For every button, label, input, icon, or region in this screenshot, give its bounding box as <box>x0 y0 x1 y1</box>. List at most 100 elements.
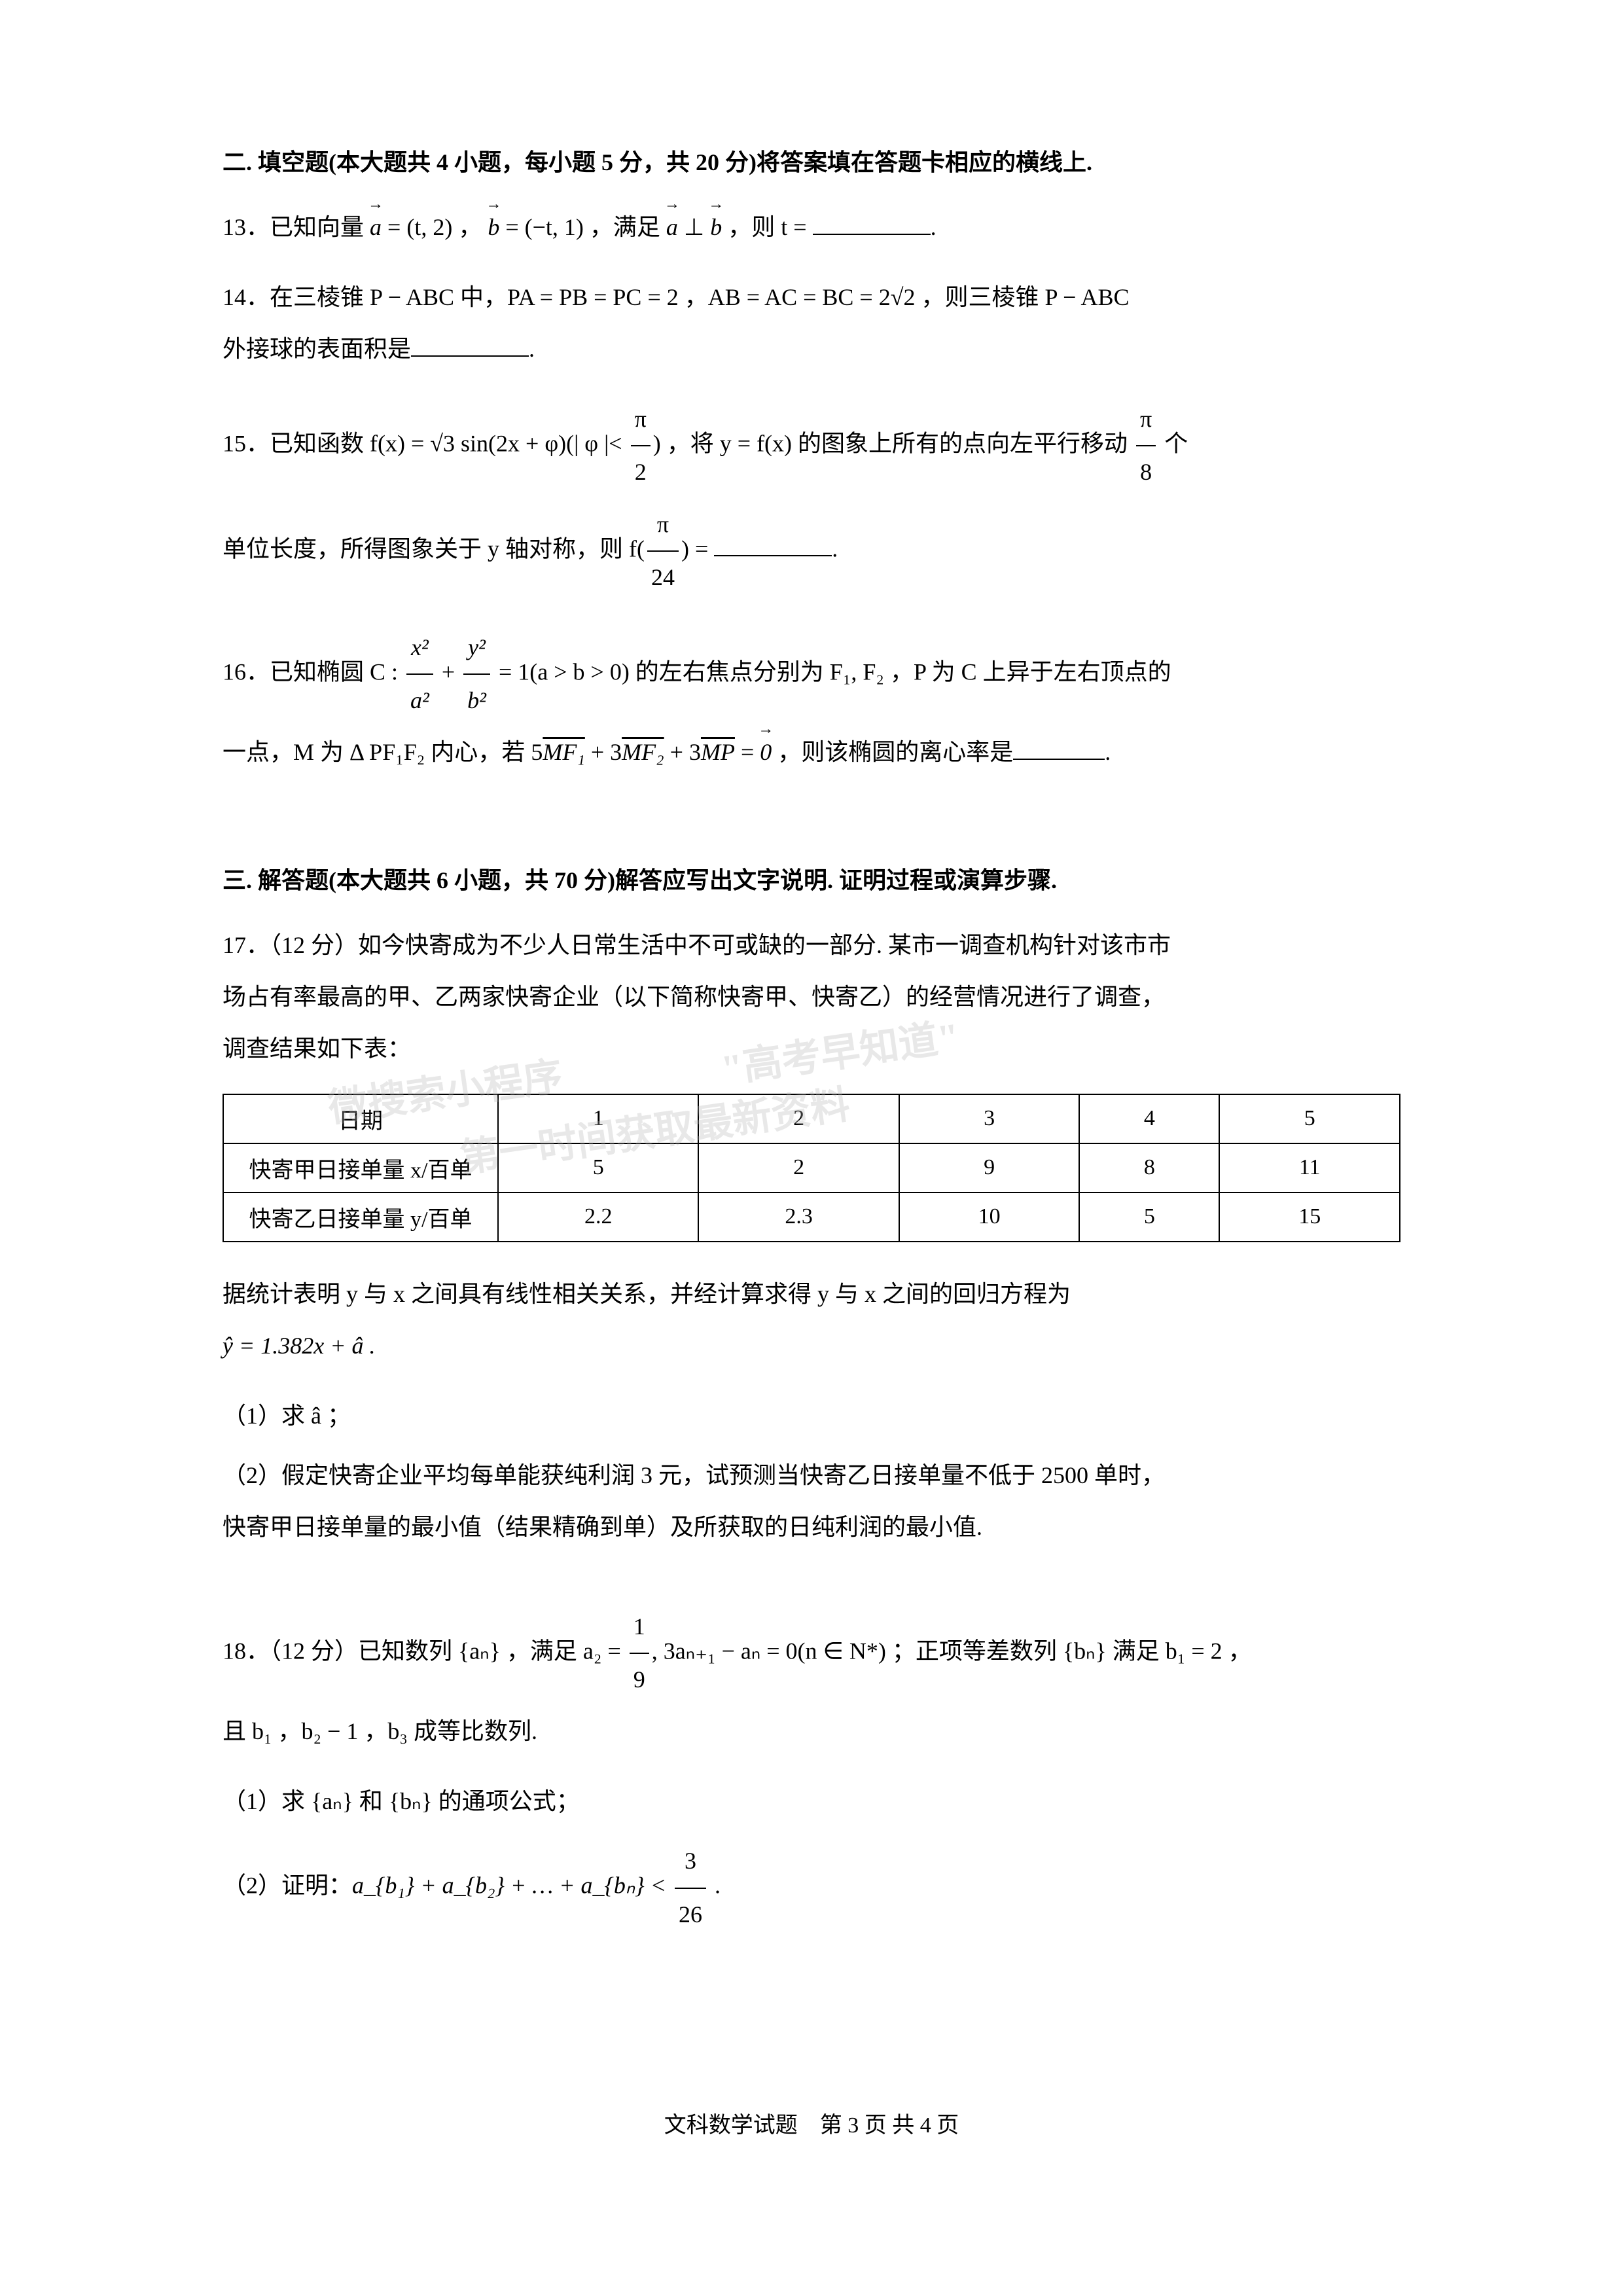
table-header-2: 2 <box>698 1094 899 1143</box>
q14-number: 14． <box>223 284 270 310</box>
table-r1-c3: 9 <box>899 1143 1080 1193</box>
q18-sub2: （2）证明：a_{b₁} + a_{b₂} + … + a_{bₙ} < 326… <box>223 1835 1400 1940</box>
question-18: 18．（12 分）已知数列 {aₙ} ，满足 a₂ = 19, 3aₙ₊₁ − … <box>223 1601 1400 1758</box>
q13-vec-a: a <box>370 202 382 253</box>
q13-blank <box>813 215 931 235</box>
table-header-4: 4 <box>1079 1094 1219 1143</box>
q18-sub2-pre: （2）证明： <box>223 1873 352 1899</box>
q15-frac1: π2 <box>631 393 651 498</box>
q18-points: （12 分） <box>270 1638 358 1664</box>
table-row-1: 快寄甲日接单量 x/百单 5 2 9 8 11 <box>223 1143 1400 1193</box>
q18-sub1: （1）求 {aₙ} 和 {bₙ} 的通项公式； <box>223 1776 1400 1827</box>
q18-frac2: 326 <box>675 1835 706 1940</box>
q17-equation: ŷ = 1.382x + â . <box>223 1333 376 1359</box>
table-r2-c2: 2.3 <box>698 1193 899 1242</box>
page-footer: 文科数学试题 第 3 页 共 4 页 <box>0 2107 1623 2139</box>
q17-text3: 调查结果如下表： <box>223 1035 411 1062</box>
question-14: 14．在三棱锥 P − ABC 中，PA = PB = PC = 2 ，AB =… <box>223 272 1400 375</box>
q17-sub1: （1）求 â ； <box>223 1390 1400 1442</box>
q17-text2: 场占有率最高的甲、乙两家快寄企业（以下简称快寄甲、快寄乙）的经营情况进行了调查， <box>223 984 1165 1010</box>
question-13: 13．已知向量 a = (t, 2) ， b = (−t, 1) ，满足 a ⊥… <box>223 202 1400 253</box>
q16-number: 16． <box>223 658 270 685</box>
q18-number: 18． <box>223 1638 270 1664</box>
section2-heading: 二. 填空题(本大题共 4 小题，每小题 5 分，共 20 分)将答案填在答题卡… <box>223 144 1400 182</box>
table-header-0: 日期 <box>223 1094 498 1143</box>
q16-frac-x: x²a² <box>406 622 433 726</box>
q15-text5: ) = <box>681 535 714 562</box>
q13-text4: ，则 t = <box>722 214 812 240</box>
q18-sub2-formula: a_{b₁} + a_{b₂} + … + a_{bₙ} < <box>352 1873 672 1899</box>
table-header-5: 5 <box>1219 1094 1400 1143</box>
question-17: 17．（12 分）如今快寄成为不少人日常生活中不可或缺的一部分. 某市一调查机构… <box>223 920 1400 1075</box>
q14-blank <box>411 337 529 357</box>
q18-frac1-num: 1 <box>630 1601 649 1654</box>
q16-text6: = <box>735 739 760 765</box>
table-r2-c4: 5 <box>1079 1193 1219 1242</box>
table-r2-c5: 15 <box>1219 1193 1400 1242</box>
q15-frac3: π24 <box>647 499 679 603</box>
q15-frac2-num: π <box>1136 393 1156 446</box>
table-r1-c4: 8 <box>1079 1143 1219 1193</box>
q13-vec-b2: b <box>710 202 722 253</box>
q16-text2: = 1(a > b > 0) 的左右焦点分别为 F₁, F₂ ，P 为 C 上异… <box>493 658 1171 685</box>
table-r2-c0: 快寄乙日接单量 y/百单 <box>223 1193 498 1242</box>
q18-text1: 已知数列 {aₙ} ，满足 a₂ = <box>358 1638 627 1664</box>
q16-text3: 一点，M 为 Δ PF₁F₂ 内心，若 5 <box>223 739 543 765</box>
q13-vec-a2: a <box>666 202 678 253</box>
q16-text7: ，则该椭圆的离心率是 <box>772 739 1013 765</box>
q13-perp: ⊥ <box>678 214 710 240</box>
q16-text4: + 3 <box>585 739 622 765</box>
q18-text3: 且 b₁ ，b₂ − 1 ，b₃ 成等比数列. <box>223 1718 537 1744</box>
q15-frac1-den: 2 <box>631 446 651 498</box>
q16-vec-mf2: MF₂ <box>622 739 664 765</box>
question-15: 15．已知函数 f(x) = √3 sin(2x + φ)(| φ |< π2)… <box>223 393 1400 603</box>
table-row-2: 快寄乙日接单量 y/百单 2.2 2.3 10 5 15 <box>223 1193 1400 1242</box>
q17-sub2b-text: 快寄甲日接单量的最小值（结果精确到单）及所获取的日纯利润的最小值. <box>223 1514 982 1540</box>
q16-vec-0: 0 <box>760 726 772 778</box>
q15-frac2-den: 8 <box>1136 446 1156 498</box>
table-r1-c1: 5 <box>498 1143 698 1193</box>
q14-text1: 在三棱锥 P − ABC 中，PA = PB = PC = 2 ，AB = AC… <box>270 284 1129 310</box>
q15-frac3-den: 24 <box>647 552 679 603</box>
q14-text2: 外接球的表面积是 <box>223 336 411 362</box>
q16-frac-y-num: y² <box>463 622 490 675</box>
q18-text2: , 3aₙ₊₁ − aₙ = 0(n ∈ N*) ；正项等差数列 {bₙ} 满足… <box>652 1638 1252 1664</box>
table-r1-c5: 11 <box>1219 1143 1400 1193</box>
q16-text1: 已知椭圆 C : <box>270 658 404 685</box>
section3-heading: 三. 解答题(本大题共 6 小题，共 70 分)解答应写出文字说明. 证明过程或… <box>223 862 1400 900</box>
q16-frac-x-den: a² <box>406 675 433 726</box>
q13-vec-b: b <box>488 202 499 253</box>
q15-frac2: π8 <box>1136 393 1156 498</box>
table-r1-c2: 2 <box>698 1143 899 1193</box>
q17-sub2-text: （2）假定快寄企业平均每单能获纯利润 3 元，试预测当快寄乙日接单量不低于 25… <box>223 1462 1165 1488</box>
q13-text3: = (−t, 1) ，满足 <box>499 214 666 240</box>
q15-text3: 个 <box>1158 431 1188 457</box>
table-r2-c1: 2.2 <box>498 1193 698 1242</box>
q17-sub2: （2）假定快寄企业平均每单能获纯利润 3 元，试预测当快寄乙日接单量不低于 25… <box>223 1450 1400 1553</box>
q15-text2: ) ，将 y = f(x) 的图象上所有的点向左平行移动 <box>653 431 1133 457</box>
q15-number: 15． <box>223 431 270 457</box>
q16-frac-x-num: x² <box>406 622 433 675</box>
q15-frac1-num: π <box>631 393 651 446</box>
q13-text2: = (t, 2) ， <box>382 214 488 240</box>
q13-text1: 已知向量 <box>270 214 370 240</box>
q16-blank <box>1013 740 1105 760</box>
q17-text4: 据统计表明 y 与 x 之间具有线性相关关系，并经计算求得 y 与 x 之间的回… <box>223 1281 1071 1307</box>
q18-sub2-end: . <box>709 1873 721 1899</box>
q15-text1: 已知函数 f(x) = √3 sin(2x + φ)(| φ |< <box>270 431 628 457</box>
q14-text3: . <box>529 336 535 362</box>
table-header-1: 1 <box>498 1094 698 1143</box>
q16-vec-mf1: MF₁ <box>543 739 585 765</box>
q15-frac3-num: π <box>647 499 679 552</box>
q16-text8: . <box>1105 739 1111 765</box>
q16-plus: + <box>436 658 461 685</box>
q17-number: 17． <box>223 932 270 958</box>
q15-text6: . <box>832 535 838 562</box>
q18-frac1: 19 <box>630 1601 649 1706</box>
table-r1-c0: 快寄甲日接单量 x/百单 <box>223 1143 498 1193</box>
table-header-3: 3 <box>899 1094 1080 1143</box>
table-r2-c3: 10 <box>899 1193 1080 1242</box>
q16-frac-y: y²b² <box>463 622 490 726</box>
table-header-row: 日期 1 2 3 4 5 <box>223 1094 1400 1143</box>
q17-continued: 据统计表明 y 与 x 之间具有线性相关关系，并经计算求得 y 与 x 之间的回… <box>223 1268 1400 1372</box>
